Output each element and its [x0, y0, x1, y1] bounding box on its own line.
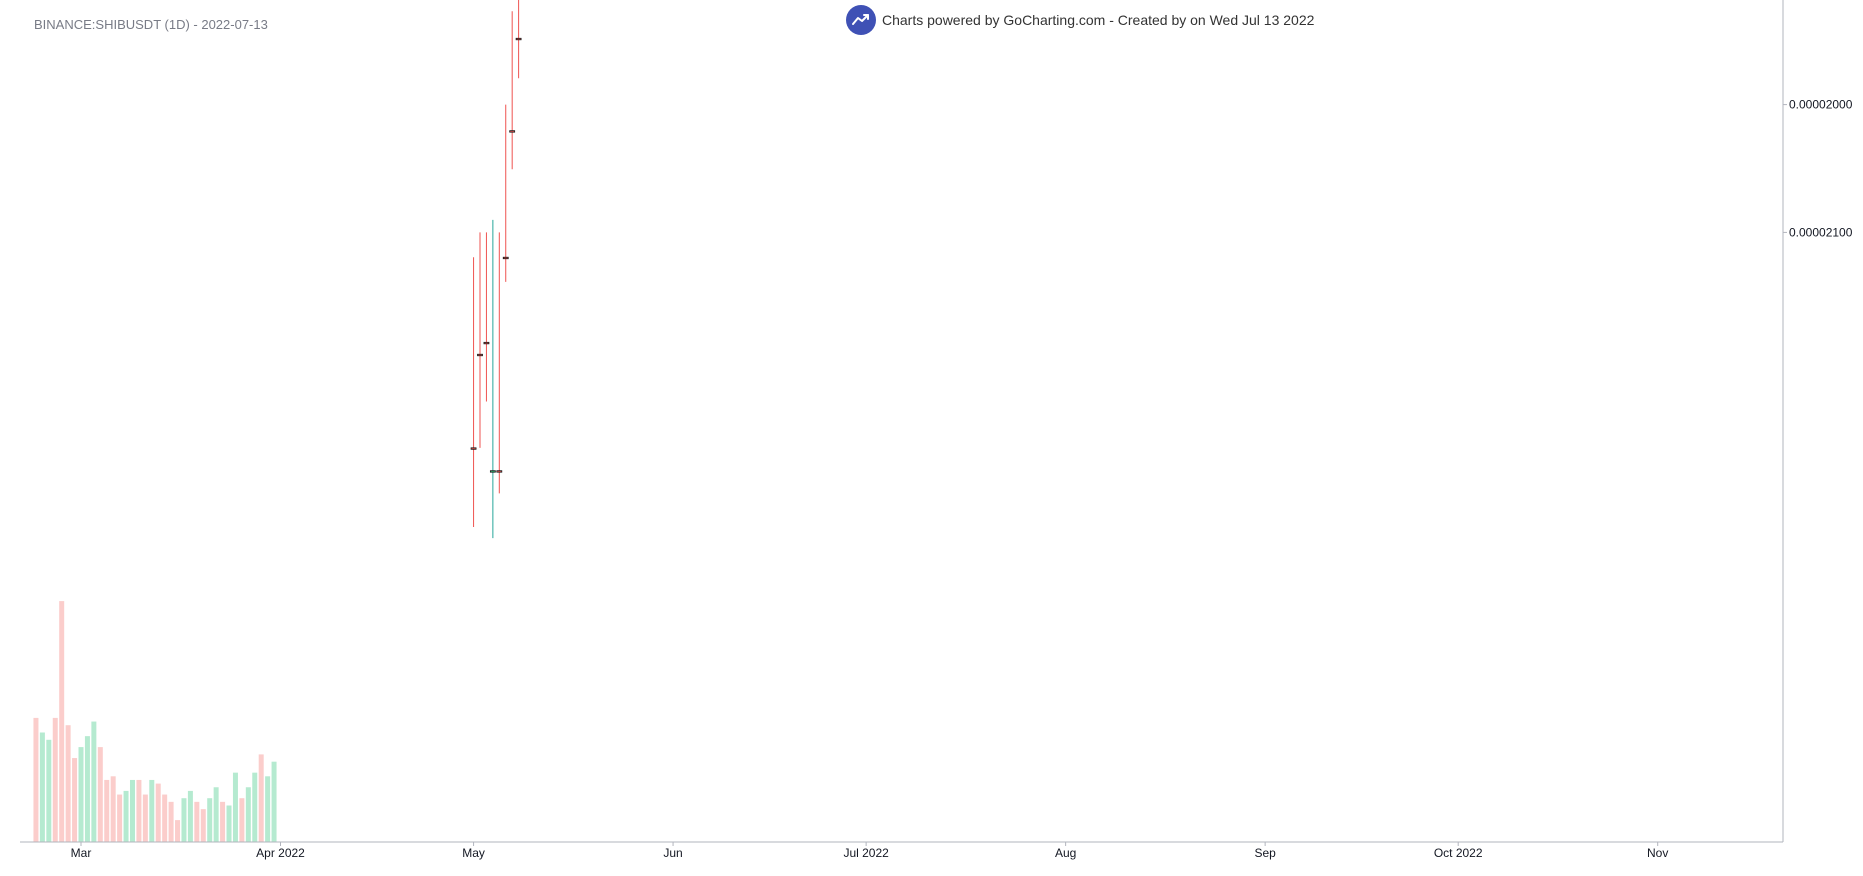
candles	[470, 0, 522, 539]
volume-bar	[245, 787, 251, 842]
candle-body	[515, 37, 522, 41]
volume-bar	[271, 761, 277, 842]
candle-body	[496, 470, 503, 473]
candle	[496, 232, 503, 494]
volume-bar	[181, 798, 187, 842]
volume-bar	[52, 717, 58, 842]
volume-bar	[91, 721, 97, 842]
candle-body	[502, 256, 509, 260]
volume-bar	[72, 758, 78, 842]
volume-bar	[252, 772, 258, 842]
candle	[470, 257, 477, 528]
x-tick-label: Sep	[1254, 846, 1276, 860]
volume-bar	[84, 736, 90, 842]
x-tick-label: Mar	[71, 846, 92, 860]
y-tick-label: 0.00002100	[1789, 225, 1853, 239]
volume-bar	[187, 790, 193, 842]
volume-bar	[168, 801, 174, 842]
volume-bar	[104, 779, 110, 842]
candle	[489, 219, 496, 539]
candle-body	[483, 341, 490, 345]
watermark: Charts powered by GoCharting.com - Creat…	[846, 5, 1314, 35]
volume-bar	[33, 717, 39, 842]
candle	[483, 232, 490, 402]
volume-bar	[226, 805, 232, 842]
x-tick-label: Jun	[663, 846, 682, 860]
volume-bar	[220, 801, 226, 842]
volume-bar	[162, 794, 168, 842]
volume-bar	[136, 779, 142, 842]
volume-bar	[200, 809, 206, 842]
volume-bar	[110, 776, 116, 842]
x-tick-label: Jul 2022	[843, 846, 889, 860]
candle-body	[509, 130, 516, 133]
volume-bar	[65, 725, 71, 842]
candle-body	[477, 353, 483, 357]
x-tick-label: Aug	[1055, 846, 1076, 860]
x-tick-label: May	[462, 846, 485, 860]
candle	[509, 11, 516, 170]
candle	[515, 0, 522, 79]
candle-body	[489, 470, 496, 473]
volume-bar	[239, 798, 245, 842]
volume-bar	[78, 747, 84, 842]
x-tick-label: Nov	[1647, 846, 1668, 860]
watermark-text: Charts powered by GoCharting.com - Creat…	[882, 12, 1315, 28]
x-tick-label: Apr 2022	[256, 846, 305, 860]
volume-bar	[39, 732, 45, 842]
volume-bar	[265, 776, 271, 842]
volume-bar	[59, 601, 65, 842]
volume-bar	[46, 739, 52, 842]
candle	[477, 232, 483, 448]
volume-bar	[149, 779, 155, 842]
volume-bar	[97, 747, 103, 842]
volume-bar	[258, 754, 264, 842]
volume-bar	[207, 798, 213, 842]
volume-bar	[123, 790, 129, 842]
axes: 0.000021000.000020000.000019000.00001800…	[20, 0, 1853, 860]
volume-bar	[213, 787, 219, 842]
volume-bar	[117, 794, 123, 842]
y-tick-label: 0.00002000	[1789, 98, 1853, 112]
candle	[502, 104, 509, 282]
candle-body	[470, 447, 477, 450]
x-tick-label: Oct 2022	[1434, 846, 1483, 860]
volume-bar	[129, 779, 135, 842]
trending-up-icon	[846, 5, 876, 35]
volume-bar	[194, 801, 200, 842]
symbol-label: BINANCE:SHIBUSDT (1D) - 2022-07-13	[34, 17, 268, 32]
volume-bar	[175, 820, 181, 842]
volume-bar	[232, 772, 238, 842]
volume-bars	[33, 601, 277, 842]
volume-bar	[142, 794, 148, 842]
volume-bar	[155, 783, 161, 842]
